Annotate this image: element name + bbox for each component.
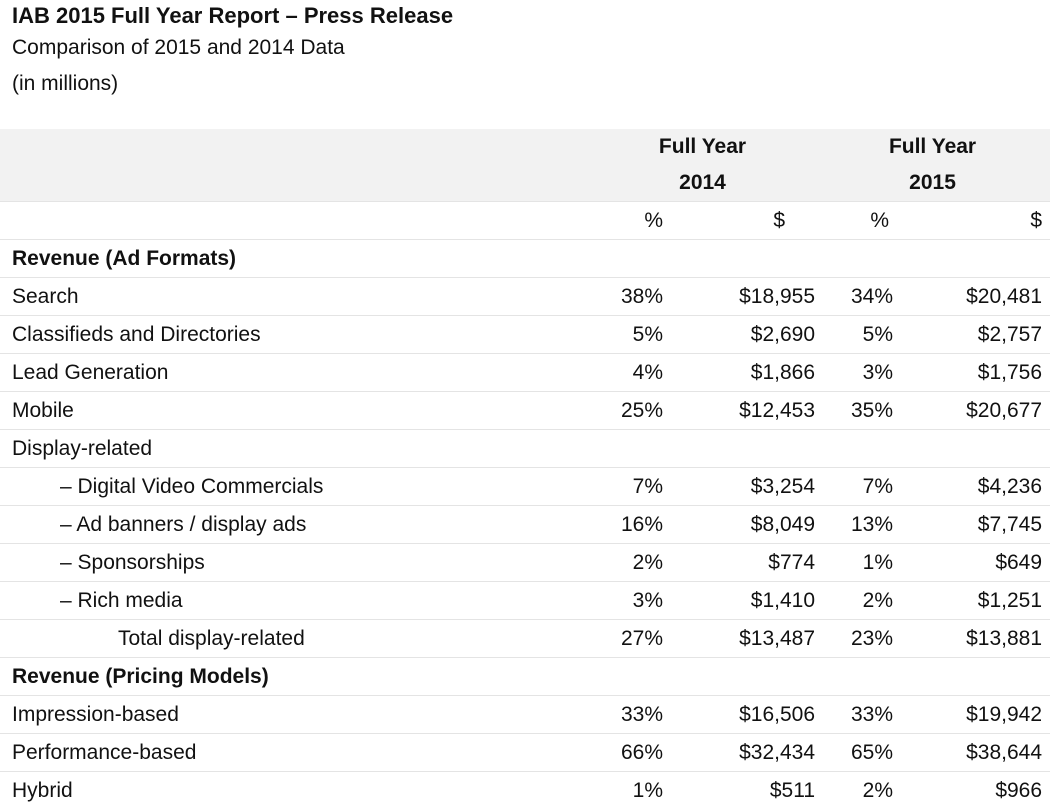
row-label: – Ad banners / display ads <box>0 506 590 544</box>
section-heading: Revenue (Pricing Models) <box>0 658 1050 696</box>
pct-2015: 1% <box>815 544 893 582</box>
table-row: Performance-based 66% $32,434 65% $38,64… <box>0 734 1050 772</box>
pct-2014: 5% <box>590 316 663 354</box>
row-label: Impression-based <box>0 696 590 734</box>
pct-2015: 65% <box>815 734 893 772</box>
table-row: Search 38% $18,955 34% $20,481 <box>0 278 1050 316</box>
header-pct-2014: % <box>590 202 663 240</box>
pct-2015: 2% <box>815 582 893 620</box>
revenue-table: Full Year 2014 Full Year 2015 % $ % $ Re… <box>0 129 1050 809</box>
usd-2015: $2,757 <box>893 316 1050 354</box>
usd-2015: $7,745 <box>893 506 1050 544</box>
table-row: Hybrid 1% $511 2% $966 <box>0 772 1050 809</box>
usd-2014: $13,487 <box>663 620 815 658</box>
pct-2014: 27% <box>590 620 663 658</box>
usd-2014: $32,434 <box>663 734 815 772</box>
table-row: Mobile 25% $12,453 35% $20,677 <box>0 392 1050 430</box>
usd-2014: $1,410 <box>663 582 815 620</box>
row-label: Display-related <box>0 430 1050 468</box>
usd-2014: $3,254 <box>663 468 815 506</box>
usd-2014: $1,866 <box>663 354 815 392</box>
table-row-total: Total display-related 27% $13,487 23% $1… <box>0 620 1050 658</box>
usd-2015: $4,236 <box>893 468 1050 506</box>
row-label: – Digital Video Commercials <box>0 468 590 506</box>
row-label: – Rich media <box>0 582 590 620</box>
usd-2015: $1,251 <box>893 582 1050 620</box>
table-row: Lead Generation 4% $1,866 3% $1,756 <box>0 354 1050 392</box>
header-fy2015: Full Year 2015 <box>815 129 1050 202</box>
row-label: Performance-based <box>0 734 590 772</box>
pct-2014: 25% <box>590 392 663 430</box>
pct-2015: 13% <box>815 506 893 544</box>
row-label: Total display-related <box>0 620 590 658</box>
table-row: – Digital Video Commercials 7% $3,254 7%… <box>0 468 1050 506</box>
table-row: – Ad banners / display ads 16% $8,049 13… <box>0 506 1050 544</box>
usd-2015: $1,756 <box>893 354 1050 392</box>
usd-2014: $18,955 <box>663 278 815 316</box>
table-header-years: Full Year 2014 Full Year 2015 <box>0 129 1050 202</box>
pct-2015: 33% <box>815 696 893 734</box>
row-label: Search <box>0 278 590 316</box>
header-usd-2015: $ <box>893 202 1050 240</box>
usd-2015: $38,644 <box>893 734 1050 772</box>
usd-2015: $13,881 <box>893 620 1050 658</box>
pct-2014: 2% <box>590 544 663 582</box>
pct-2014: 16% <box>590 506 663 544</box>
usd-2014: $16,506 <box>663 696 815 734</box>
page-title: IAB 2015 Full Year Report – Press Releas… <box>12 2 453 30</box>
row-label: Mobile <box>0 392 590 430</box>
row-label: Hybrid <box>0 772 590 809</box>
pct-2014: 66% <box>590 734 663 772</box>
row-label: Classifieds and Directories <box>0 316 590 354</box>
usd-2014: $2,690 <box>663 316 815 354</box>
usd-2014: $511 <box>663 772 815 809</box>
table-row: – Rich media 3% $1,410 2% $1,251 <box>0 582 1050 620</box>
table-row: – Sponsorships 2% $774 1% $649 <box>0 544 1050 582</box>
header-pct-2015: % <box>815 202 893 240</box>
pct-2014: 7% <box>590 468 663 506</box>
header-fy2014: Full Year 2014 <box>590 129 815 202</box>
pct-2015: 2% <box>815 772 893 809</box>
usd-2015: $649 <box>893 544 1050 582</box>
usd-2015: $19,942 <box>893 696 1050 734</box>
pct-2014: 38% <box>590 278 663 316</box>
pct-2015: 23% <box>815 620 893 658</box>
usd-2014: $774 <box>663 544 815 582</box>
table-row: Impression-based 33% $16,506 33% $19,942 <box>0 696 1050 734</box>
pct-2015: 7% <box>815 468 893 506</box>
usd-2014: $12,453 <box>663 392 815 430</box>
pct-2014: 3% <box>590 582 663 620</box>
table-row: Classifieds and Directories 5% $2,690 5%… <box>0 316 1050 354</box>
pct-2015: 34% <box>815 278 893 316</box>
usd-2015: $20,677 <box>893 392 1050 430</box>
usd-2014: $8,049 <box>663 506 815 544</box>
section-heading: Revenue (Ad Formats) <box>0 240 1050 278</box>
page-subtitle: Comparison of 2015 and 2014 Data <box>12 30 453 66</box>
table-row: Display-related <box>0 430 1050 468</box>
pct-2015: 35% <box>815 392 893 430</box>
usd-2015: $20,481 <box>893 278 1050 316</box>
units-note: (in millions) <box>12 66 453 102</box>
pct-2014: 33% <box>590 696 663 734</box>
table-header-units: % $ % $ <box>0 202 1050 240</box>
pct-2015: 5% <box>815 316 893 354</box>
row-label: Lead Generation <box>0 354 590 392</box>
pct-2014: 4% <box>590 354 663 392</box>
pct-2014: 1% <box>590 772 663 809</box>
pct-2015: 3% <box>815 354 893 392</box>
row-label: – Sponsorships <box>0 544 590 582</box>
usd-2015: $966 <box>893 772 1050 809</box>
report-header: IAB 2015 Full Year Report – Press Releas… <box>12 2 453 102</box>
header-usd-2014: $ <box>663 202 815 240</box>
